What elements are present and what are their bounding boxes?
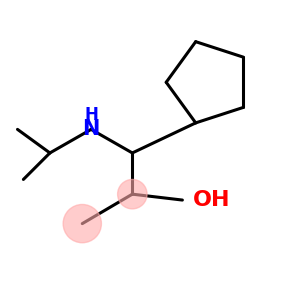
Text: N: N <box>82 119 100 140</box>
Circle shape <box>63 205 101 243</box>
Circle shape <box>118 179 147 209</box>
Text: H: H <box>84 106 98 124</box>
Text: OH: OH <box>193 190 230 210</box>
